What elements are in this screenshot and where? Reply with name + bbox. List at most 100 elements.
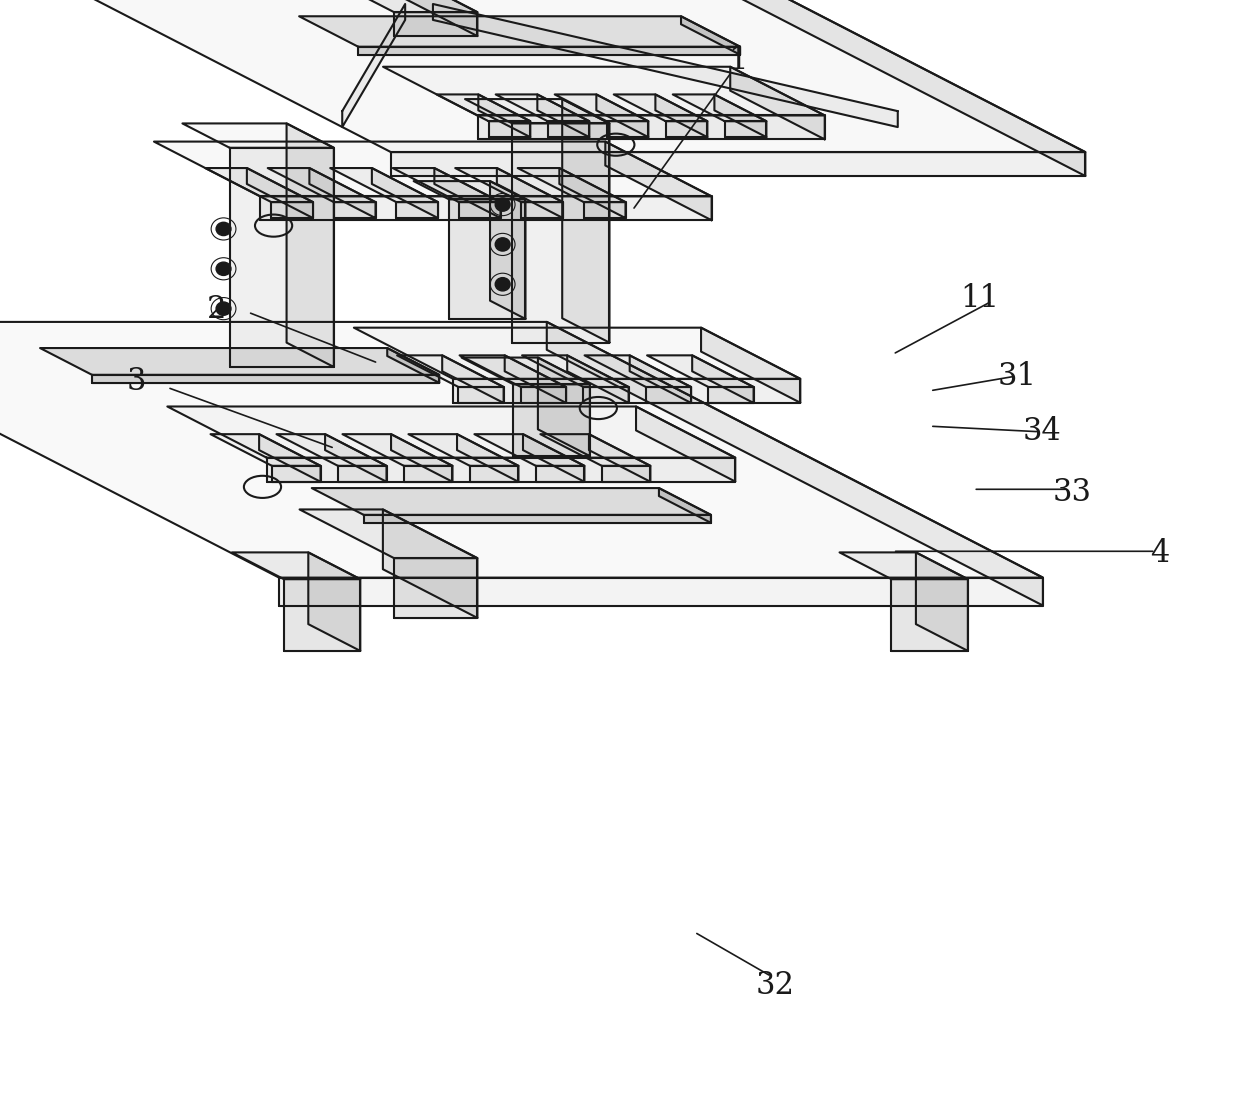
Text: 2: 2 [207,294,227,325]
Polygon shape [458,434,518,482]
Polygon shape [309,168,376,218]
Polygon shape [284,579,361,651]
Polygon shape [393,168,501,203]
Polygon shape [391,152,1085,176]
Polygon shape [636,406,735,482]
Polygon shape [205,168,312,203]
Polygon shape [541,434,651,466]
Polygon shape [522,355,629,387]
Text: 3: 3 [126,366,146,397]
Polygon shape [267,457,735,482]
Polygon shape [453,379,800,403]
Polygon shape [334,203,376,218]
Circle shape [495,198,510,211]
Polygon shape [339,466,387,482]
Polygon shape [521,387,567,403]
Polygon shape [537,94,589,137]
Polygon shape [154,142,712,196]
Polygon shape [383,509,477,618]
Polygon shape [300,509,477,558]
Text: 4: 4 [1149,538,1169,569]
Polygon shape [0,0,1085,152]
Polygon shape [517,168,625,203]
Polygon shape [584,387,629,403]
Polygon shape [330,168,438,203]
Polygon shape [584,203,625,218]
Polygon shape [584,355,691,387]
Polygon shape [260,196,712,220]
Polygon shape [589,434,651,482]
Text: 32: 32 [755,970,795,1001]
Polygon shape [692,355,754,403]
Polygon shape [459,387,503,403]
Polygon shape [397,355,503,387]
Polygon shape [513,384,590,456]
Text: 34: 34 [1022,416,1061,447]
Polygon shape [475,434,584,466]
Polygon shape [325,434,387,482]
Polygon shape [559,168,625,218]
Polygon shape [247,168,312,218]
Polygon shape [383,66,825,115]
Polygon shape [646,387,691,403]
Polygon shape [268,168,376,203]
Polygon shape [40,348,439,375]
Polygon shape [436,94,531,122]
Polygon shape [547,322,1043,606]
Polygon shape [614,94,707,122]
Polygon shape [299,17,740,46]
Polygon shape [512,123,610,343]
Polygon shape [211,434,321,466]
Polygon shape [363,515,711,523]
Polygon shape [658,488,711,523]
Polygon shape [449,199,526,319]
Polygon shape [232,552,361,579]
Polygon shape [681,17,740,54]
Polygon shape [408,434,518,466]
Polygon shape [730,66,825,139]
Polygon shape [455,168,563,203]
Polygon shape [606,122,649,137]
Polygon shape [496,94,589,122]
Polygon shape [605,142,712,220]
Polygon shape [916,552,968,651]
Polygon shape [433,4,898,127]
Polygon shape [277,434,387,466]
Polygon shape [523,434,584,482]
Polygon shape [394,12,477,37]
Polygon shape [92,375,439,383]
Polygon shape [892,579,968,651]
Polygon shape [459,203,501,218]
Polygon shape [300,0,477,12]
Polygon shape [443,355,503,403]
Polygon shape [554,94,649,122]
Polygon shape [708,387,754,403]
Polygon shape [342,434,453,466]
Polygon shape [479,94,531,137]
Polygon shape [497,168,563,218]
Polygon shape [286,123,334,368]
Polygon shape [490,182,526,319]
Polygon shape [342,4,405,127]
Polygon shape [613,0,1085,176]
Circle shape [216,302,231,315]
Text: 1: 1 [728,45,748,76]
Polygon shape [714,94,766,137]
Polygon shape [391,434,453,482]
Polygon shape [647,355,754,387]
Polygon shape [182,123,334,148]
Polygon shape [656,94,707,137]
Polygon shape [353,328,800,379]
Polygon shape [548,122,589,137]
Text: 31: 31 [997,361,1037,392]
Polygon shape [562,99,610,343]
Polygon shape [397,203,438,218]
Polygon shape [394,558,477,618]
Polygon shape [673,94,766,122]
Polygon shape [601,466,651,482]
Polygon shape [461,358,590,384]
Polygon shape [596,94,649,137]
Polygon shape [701,328,800,403]
Polygon shape [465,99,610,123]
Polygon shape [279,578,1043,606]
